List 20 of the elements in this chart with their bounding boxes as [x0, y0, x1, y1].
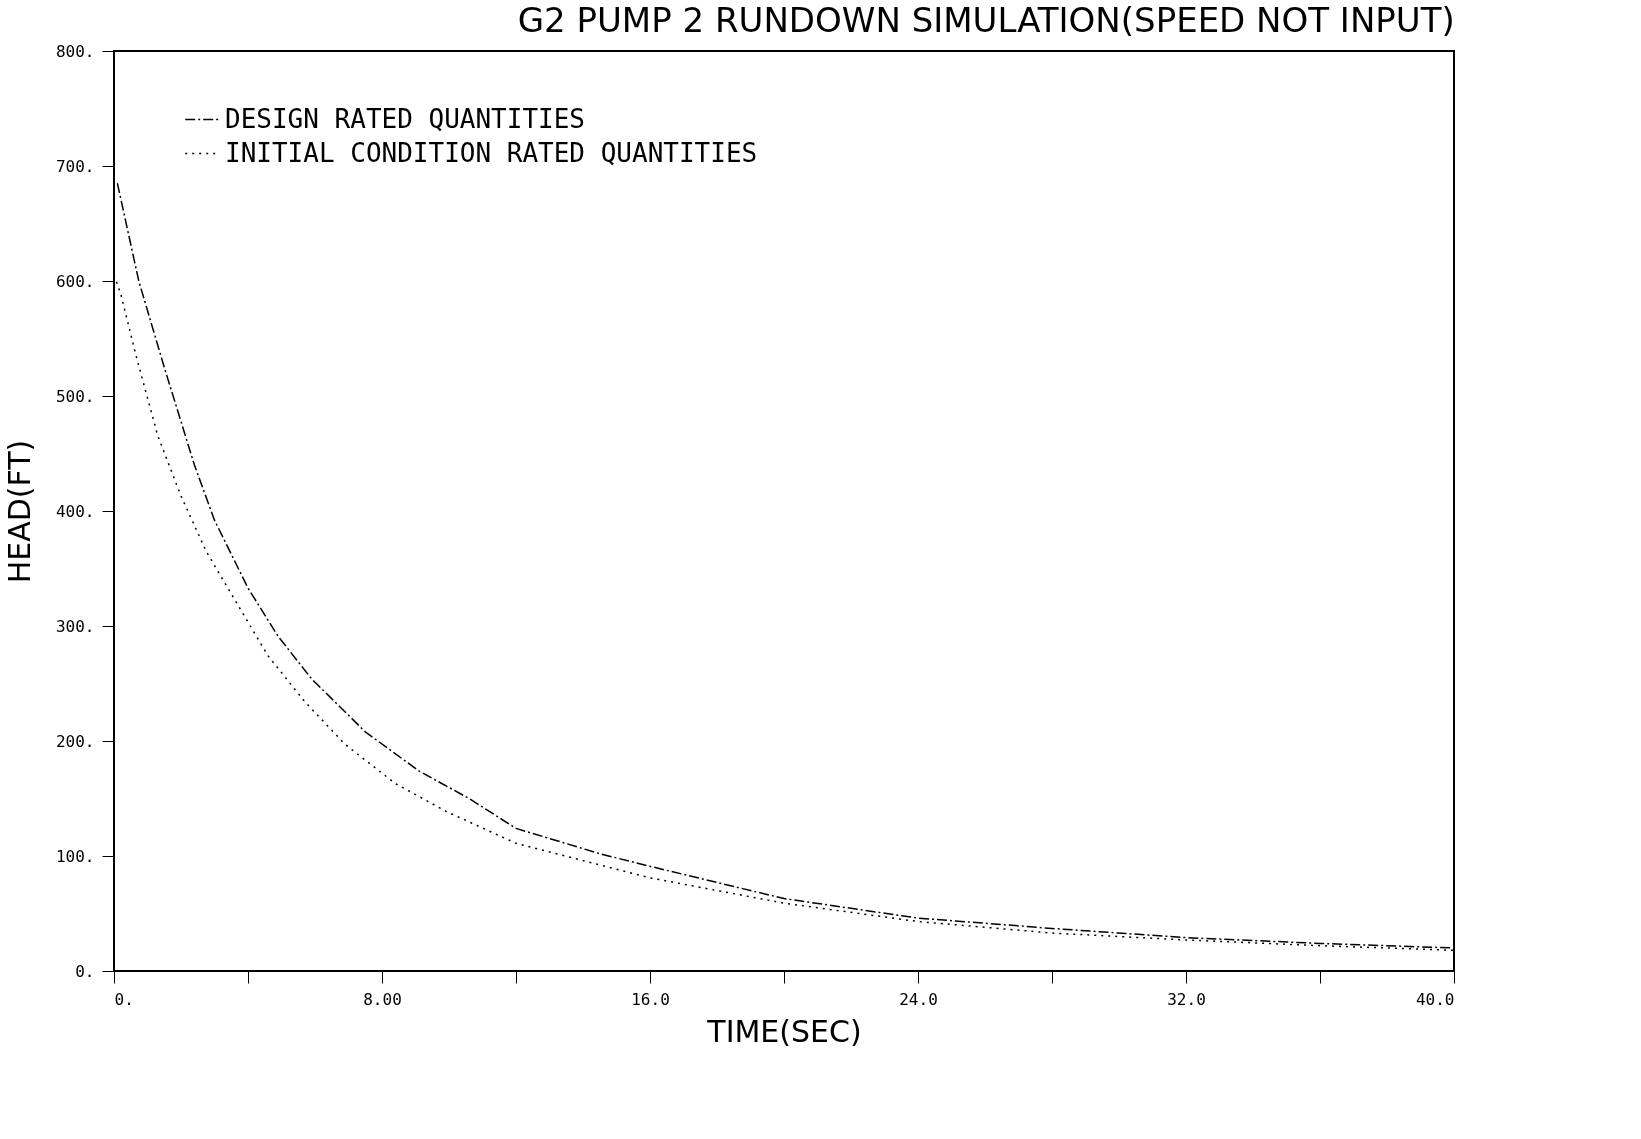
y-tick-label: 200. — [55, 731, 95, 751]
chart-title: G2 PUMP 2 RUNDOWN SIMULATION(SPEED NOT INPUT) — [517, 0, 1455, 40]
x-tick-label: 16.0 — [631, 989, 670, 1009]
y-tick-label: 400. — [55, 501, 95, 521]
x-tick-label: 0. — [114, 989, 134, 1009]
x-tick-label: 8.00 — [363, 989, 402, 1009]
y-axis-title: HEAD(FT) — [1, 439, 37, 584]
y-tick-label: 0. — [75, 961, 95, 981]
legend-label: INITIAL CONDITION RATED QUANTITIES — [225, 137, 758, 168]
legend-label: DESIGN RATED QUANTITIES — [225, 103, 586, 134]
x-axis-title: TIME(SEC) — [706, 1013, 862, 1049]
y-tick-label: 300. — [55, 616, 95, 636]
x-tick-label: 24.0 — [899, 989, 938, 1009]
y-tick-label: 800. — [55, 41, 95, 61]
x-tick-label: 32.0 — [1167, 989, 1206, 1009]
x-tick-label: 40.0 — [1415, 989, 1455, 1009]
y-tick-label: 700. — [55, 156, 95, 176]
y-tick-label: 500. — [55, 386, 95, 406]
y-tick-label: 600. — [55, 271, 95, 291]
y-tick-label: 100. — [55, 846, 95, 866]
